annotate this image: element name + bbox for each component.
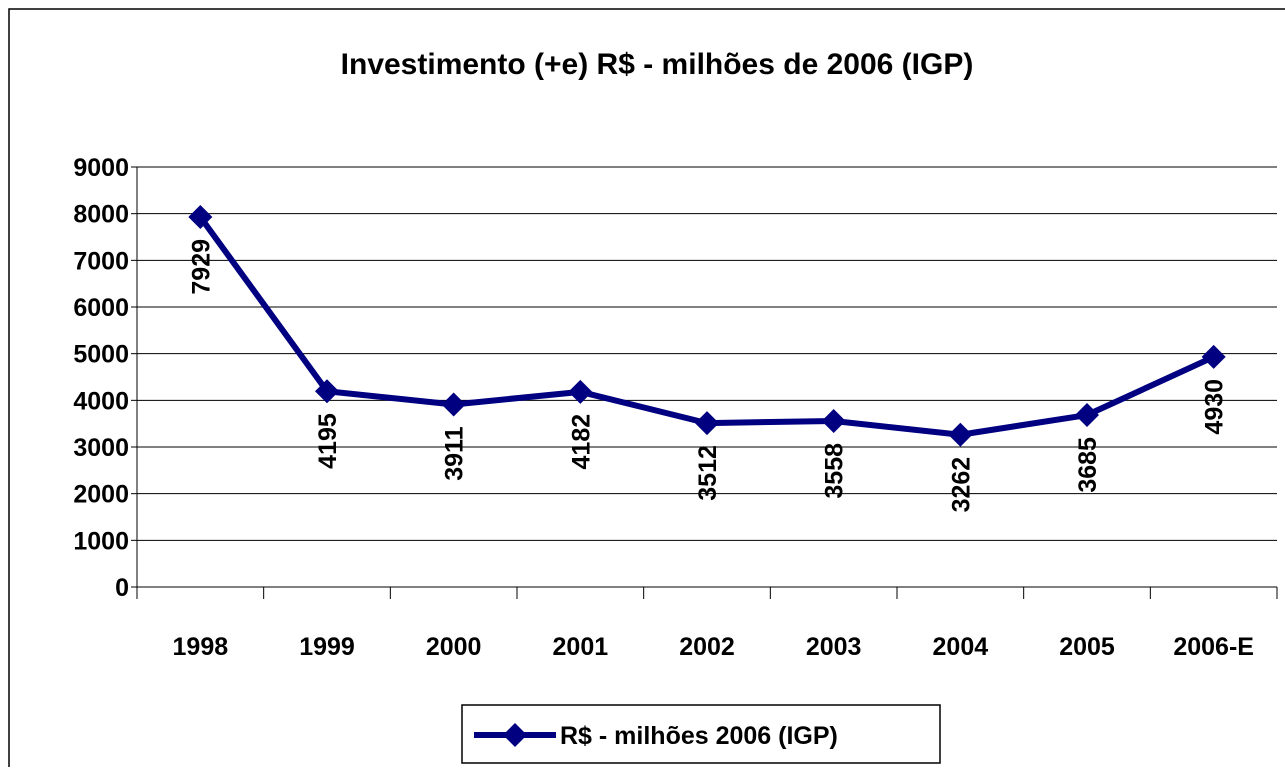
data-point xyxy=(568,379,593,404)
y-tick-label: 4000 xyxy=(73,387,129,415)
data-label: 3512 xyxy=(694,445,722,501)
chart-border xyxy=(8,8,1285,772)
y-tick-label: 8000 xyxy=(73,201,129,229)
data-point xyxy=(441,392,466,417)
x-tick-label: 2006-E xyxy=(1173,633,1254,661)
x-tick-label: 2000 xyxy=(426,633,482,661)
data-label: 4930 xyxy=(1201,379,1229,435)
y-tick-label: 0 xyxy=(115,574,129,602)
x-tick-label: 1999 xyxy=(299,633,355,661)
data-point xyxy=(821,408,846,433)
y-tick-label: 2000 xyxy=(73,481,129,509)
y-tick-label: 9000 xyxy=(73,154,129,182)
x-tick-label: 2005 xyxy=(1059,633,1115,661)
data-label: 3911 xyxy=(441,426,469,480)
legend-label: R$ - milhões 2006 (IGP) xyxy=(560,722,838,750)
x-tick-label: 2002 xyxy=(679,633,735,661)
chart-title: Investimento (+e) R$ - milhões de 2006 (… xyxy=(341,48,974,81)
legend: R$ - milhões 2006 (IGP) xyxy=(461,704,941,764)
data-label: 3262 xyxy=(947,457,975,513)
data-point xyxy=(1201,344,1226,369)
data-label: 3558 xyxy=(821,443,849,499)
y-tick-label: 6000 xyxy=(73,294,129,322)
data-label: 4195 xyxy=(314,413,342,469)
x-tick-label: 2004 xyxy=(933,633,989,661)
y-tick-label: 5000 xyxy=(73,341,129,369)
data-point xyxy=(188,204,213,229)
data-label: 7929 xyxy=(187,239,215,295)
y-tick-label: 7000 xyxy=(73,247,129,275)
data-point xyxy=(695,411,719,436)
x-tick-label: 1998 xyxy=(173,633,229,661)
data-point xyxy=(948,422,973,447)
data-point xyxy=(1075,403,1099,428)
data-label: 3685 xyxy=(1074,437,1102,493)
data-label: 4182 xyxy=(567,414,595,470)
x-tick-label: 2003 xyxy=(806,633,862,661)
y-tick-label: 3000 xyxy=(73,434,129,462)
x-tick-label: 2001 xyxy=(553,633,609,661)
legend-marker xyxy=(503,723,527,747)
y-tick-label: 1000 xyxy=(73,527,129,555)
data-point xyxy=(315,379,339,404)
